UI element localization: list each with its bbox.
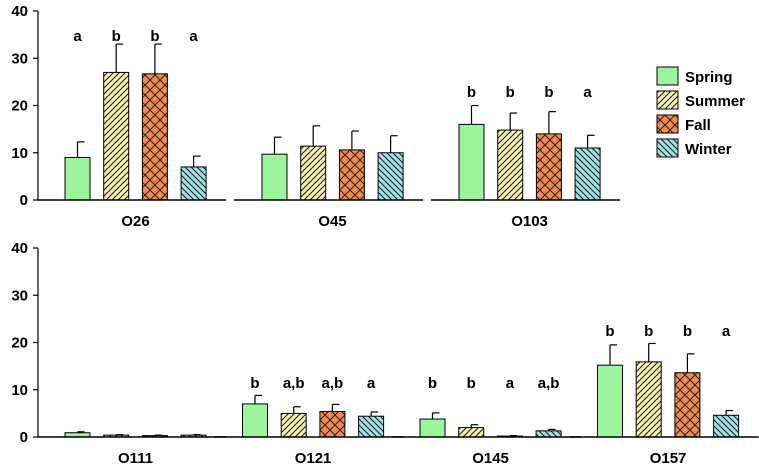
legend-item-spring: Spring: [656, 66, 733, 86]
top-y-tick-label-40: 40: [11, 3, 28, 20]
bottom-sig-o157-winter: a: [722, 323, 731, 340]
top-y-tick-label-20: 20: [11, 98, 28, 115]
legend-item-winter: Winter: [656, 138, 732, 158]
legend-swatch-fall: [656, 114, 679, 134]
bottom-sig-o157-fall: b: [683, 323, 692, 340]
bottom-y-tick-label-20: 20: [11, 335, 28, 352]
top-bar-o26-winter: [180, 166, 207, 201]
top-sig-o26-winter: a: [189, 28, 198, 45]
top-bar-o26-fall: [141, 73, 168, 201]
bottom-y-tick-label-30: 30: [11, 287, 28, 304]
top-bar-o45-summer: [300, 145, 327, 201]
top-bar-o45-spring: [261, 153, 288, 201]
top-y-tick-label-10: 10: [11, 145, 28, 162]
top-bar-o45-fall: [338, 149, 365, 201]
bottom-bar-o157-fall: [674, 372, 701, 438]
top-y-tick-label-30: 30: [11, 50, 28, 67]
legend-label-spring: Spring: [685, 69, 733, 86]
legend-label-summer: Summer: [685, 93, 745, 110]
top-bar-o103-winter: [574, 147, 601, 201]
bottom-bar-o145-winter: [535, 430, 562, 438]
bottom-sig-o157-spring: b: [605, 323, 614, 340]
legend-swatch-winter: [656, 138, 679, 158]
bottom-y-tick-label-0: 0: [20, 429, 28, 446]
top-bar-o103-spring: [458, 123, 485, 201]
bottom-category-label-o145: O145: [472, 450, 509, 467]
legend-label-fall: Fall: [685, 117, 711, 134]
bottom-category-label-o121: O121: [295, 450, 332, 467]
legend-swatch-spring: [656, 66, 679, 86]
bottom-y-tick-label-10: 10: [11, 382, 28, 399]
top-sig-o103-summer: b: [506, 84, 515, 101]
bottom-bar-o145-spring: [419, 418, 446, 438]
top-sig-o26-spring: a: [73, 28, 82, 45]
bottom-bar-o121-spring: [242, 403, 268, 438]
bottom-category-label-o111: O111: [118, 450, 153, 467]
legend-item-fall: Fall: [656, 114, 711, 134]
bottom-sig-o157-summer: b: [644, 323, 653, 340]
legend-item-summer: Summer: [656, 90, 745, 110]
bottom-bar-o157-summer: [635, 361, 662, 438]
bottom-bar-o157-spring: [597, 364, 623, 438]
legend: Spring Summer Fall Winter: [656, 66, 745, 158]
bottom-bar-o157-winter: [713, 414, 740, 438]
bottom-sig-o121-winter: a: [367, 375, 376, 392]
bottom-sig-o145-fall: a: [506, 375, 515, 392]
top-bar-o103-fall: [535, 133, 562, 201]
bottom-sig-o121-summer: a,b: [283, 375, 305, 392]
bottom-sig-o121-spring: b: [250, 375, 259, 392]
bottom-y-tick-label-40: 40: [11, 240, 28, 257]
bottom-bar-o145-summer: [458, 427, 485, 438]
top-category-label-o103: O103: [511, 213, 548, 230]
bottom-sig-o121-fall: a,b: [322, 375, 344, 392]
bottom-category-label-o157: O157: [650, 450, 687, 467]
bottom-bar-o121-fall: [319, 410, 346, 438]
top-y-tick-label-0: 0: [20, 192, 28, 209]
top-sig-o103-winter: a: [583, 84, 592, 101]
bottom-sig-o145-winter: a,b: [538, 375, 560, 392]
top-category-label-o45: O45: [318, 213, 346, 230]
legend-label-winter: Winter: [685, 141, 732, 158]
bottom-bar-o121-winter: [358, 415, 385, 438]
top-bar-o26-spring: [64, 156, 91, 201]
top-sig-o26-summer: b: [112, 28, 121, 45]
top-bar-o45-winter: [377, 152, 404, 201]
top-bar-o103-summer: [497, 129, 524, 201]
top-sig-o26-fall: b: [150, 28, 159, 45]
top-bar-o26-summer: [103, 71, 130, 201]
top-sig-o103-spring: b: [467, 84, 476, 101]
bottom-panel: 0 10 20 30 40 O111 b a,b a,b a O121 b b a a,b O145 b b b a O…: [11, 240, 759, 467]
legend-swatch-summer: [656, 90, 679, 110]
bottom-sig-o145-spring: b: [428, 375, 437, 392]
top-sig-o103-fall: b: [544, 84, 553, 101]
bottom-bar-o121-summer: [280, 412, 307, 438]
bottom-sig-o145-summer: b: [467, 375, 476, 392]
top-panel: 0 10 20 30 40 a b b a O26 O45 b b b a O103: [11, 3, 621, 230]
top-category-label-o26: O26: [121, 213, 149, 230]
